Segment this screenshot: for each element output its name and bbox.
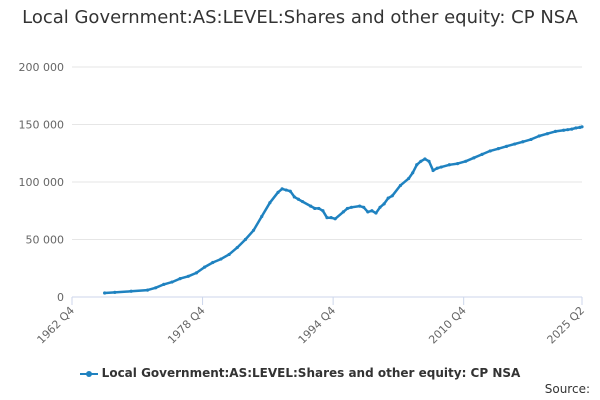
data-point[interactable] (194, 271, 199, 275)
data-point[interactable] (178, 277, 182, 281)
data-point[interactable] (211, 260, 215, 265)
data-point[interactable] (566, 128, 570, 132)
data-point[interactable] (300, 199, 305, 204)
data-point[interactable] (329, 216, 333, 220)
data-point[interactable] (203, 265, 207, 269)
data-point[interactable] (407, 176, 411, 181)
data-point[interactable] (378, 205, 382, 209)
x-tick-label: 1994 Q4 (296, 304, 339, 347)
data-point[interactable] (362, 205, 366, 209)
y-tick-label: 0 (57, 291, 64, 304)
x-tick-label: 2010 Q4 (426, 304, 469, 347)
data-point[interactable] (390, 194, 394, 198)
data-point[interactable] (186, 274, 190, 278)
data-point[interactable] (154, 286, 158, 290)
data-point[interactable] (341, 210, 345, 214)
y-tick-label: 50 000 (26, 234, 65, 247)
data-point[interactable] (447, 163, 451, 167)
y-tick-label: 150 000 (19, 119, 65, 132)
data-point[interactable] (280, 187, 284, 191)
data-point[interactable] (358, 204, 362, 208)
data-point[interactable] (349, 205, 354, 209)
data-point[interactable] (235, 245, 239, 250)
data-point[interactable] (570, 127, 574, 131)
data-point[interactable] (296, 197, 301, 201)
data-point[interactable] (472, 156, 476, 160)
data-point[interactable] (529, 137, 533, 142)
data-point[interactable] (374, 211, 378, 215)
data-point[interactable] (423, 157, 427, 161)
data-point[interactable] (243, 237, 247, 242)
series-line-0[interactable] (104, 125, 583, 295)
data-point[interactable] (431, 168, 435, 173)
data-point[interactable] (574, 126, 578, 130)
data-point[interactable] (219, 257, 223, 261)
chart-title: Local Government:AS:LEVEL:Shares and oth… (22, 7, 578, 28)
data-point[interactable] (480, 152, 484, 156)
x-tick-label: 1962 Q4 (35, 304, 78, 347)
data-point[interactable] (382, 202, 386, 206)
data-point[interactable] (455, 162, 460, 166)
data-point[interactable] (415, 163, 419, 167)
data-point[interactable] (411, 171, 415, 175)
x-tick-label: 1978 Q4 (165, 304, 208, 347)
data-point[interactable] (562, 128, 566, 132)
legend-label: Local Government:AS:LEVEL:Shares and oth… (101, 366, 521, 380)
source-label: Source: (544, 382, 590, 396)
data-point[interactable] (537, 134, 541, 138)
data-point[interactable] (251, 228, 256, 232)
data-point[interactable] (288, 189, 292, 193)
data-point[interactable] (260, 214, 264, 219)
legend-swatch (79, 370, 98, 377)
data-point[interactable] (345, 206, 349, 211)
data-point[interactable] (276, 190, 280, 194)
data-point[interactable] (439, 165, 443, 169)
series-group (103, 125, 584, 295)
data-point[interactable] (398, 183, 403, 188)
data-point[interactable] (464, 159, 468, 163)
data-point[interactable] (366, 210, 370, 214)
data-point[interactable] (545, 132, 549, 136)
data-point[interactable] (333, 217, 337, 221)
data-point[interactable] (496, 147, 500, 151)
y-axis-ticks: 0 50 000 100 000 150 000 200 000 (19, 61, 65, 304)
data-point[interactable] (170, 280, 174, 284)
data-point[interactable] (513, 142, 517, 146)
data-point[interactable] (313, 206, 317, 211)
data-point[interactable] (580, 125, 584, 129)
legend[interactable]: Local Government:AS:LEVEL:Shares and oth… (0, 366, 600, 380)
x-axis-ticks: 1962 Q4 1978 Q4 1994 Q4 2010 Q4 2025 Q2 (35, 297, 588, 347)
y-tick-label: 200 000 (19, 61, 65, 74)
data-point[interactable] (284, 188, 288, 192)
data-point[interactable] (521, 140, 525, 144)
data-point[interactable] (427, 159, 431, 163)
data-point[interactable] (145, 288, 150, 292)
data-point[interactable] (370, 209, 374, 213)
data-point[interactable] (419, 159, 423, 163)
data-point[interactable] (321, 209, 325, 213)
data-point[interactable] (129, 289, 133, 293)
data-point[interactable] (386, 196, 390, 200)
grid-lines (72, 66, 582, 240)
data-point[interactable] (435, 166, 439, 170)
data-point[interactable] (504, 144, 509, 148)
data-point[interactable] (103, 291, 107, 295)
data-point[interactable] (488, 149, 492, 153)
data-point[interactable] (227, 252, 231, 257)
x-tick-label: 2025 Q2 (545, 304, 588, 347)
data-point[interactable] (553, 129, 558, 133)
data-point[interactable] (113, 290, 117, 294)
data-point[interactable] (292, 195, 296, 199)
data-point[interactable] (162, 282, 166, 286)
data-point[interactable] (317, 206, 321, 211)
data-point[interactable] (268, 201, 272, 205)
data-point[interactable] (325, 216, 329, 220)
y-tick-label: 100 000 (19, 176, 65, 189)
data-point[interactable] (309, 204, 313, 208)
